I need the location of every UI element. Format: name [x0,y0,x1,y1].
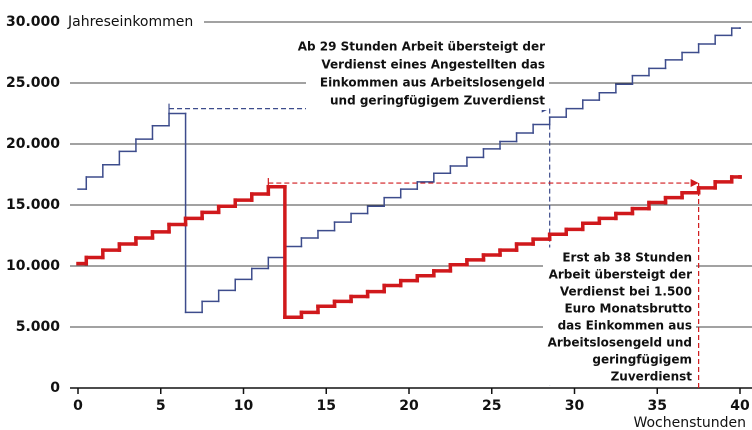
annotation-bg [543,247,696,386]
y-tick-label: 30.000 [6,14,60,30]
annotation-text: geringfügigem [592,353,692,367]
y-tick-label: 5.000 [16,319,61,335]
x-tick-label: 20 [399,398,419,414]
annotation-text: Arbeitslosengeld und [548,336,692,350]
y-tick-label: 10.000 [6,258,60,274]
x-axis-title: Wochenstunden [633,415,746,430]
annotation-bg [306,36,549,110]
x-tick-label: 15 [317,398,336,414]
annotation-text: Arbeit übersteigt der [549,268,693,282]
x-tick-label: 0 [73,398,83,414]
title-bg [64,13,204,31]
x-tick-label: 35 [648,398,667,414]
annotation-text: Verdienst bei 1.500 [560,285,692,299]
annotation-text: Einkommen aus Arbeitslosengeld [320,76,545,90]
x-tick-label: 5 [156,398,166,414]
y-tick-label: 20.000 [6,136,60,152]
annotation-text: und geringfügigem Zuverdienst [330,94,545,108]
arrow-head [690,179,699,188]
x-tick-label: 10 [234,398,254,414]
annotation-text: Erst ab 38 Stunden [562,251,692,265]
y-tick-label: 15.000 [6,197,60,213]
annotation-text: Zuverdienst [611,370,693,384]
x-tick-label: 25 [482,398,501,414]
annotation-text: Verdienst eines Angestellten das [321,58,545,72]
y-axis-title: Jahreseinkommen [67,14,193,30]
x-tick-label: 30 [565,398,585,414]
annotation-text: das Einkommen aus [558,319,692,333]
y-tick-label: 25.000 [6,75,60,91]
annotation-text: Ab 29 Stunden Arbeit übersteigt der [298,40,545,54]
x-tick-label: 40 [730,398,750,414]
y-tick-label: 0 [50,380,60,396]
annotation-text: Euro Monatsbrutto [564,302,692,316]
